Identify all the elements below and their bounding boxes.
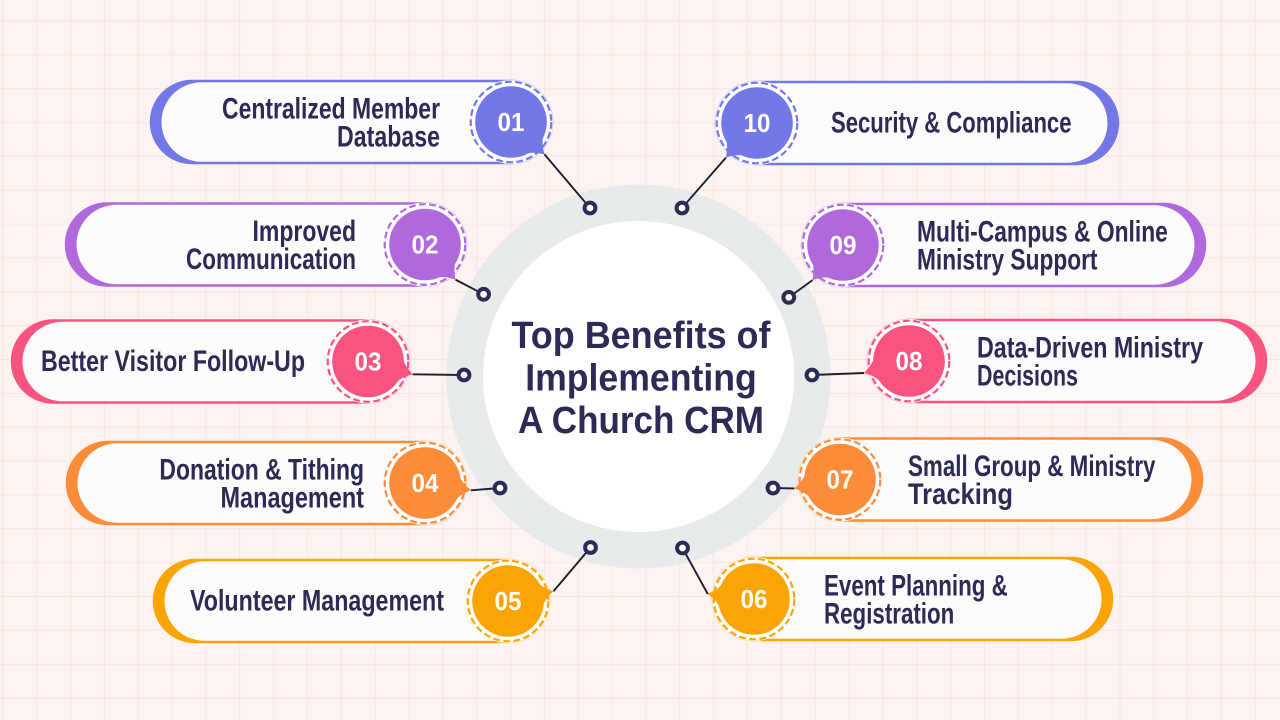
svg-text:03: 03	[355, 349, 382, 377]
svg-text:A Church CRM: A Church CRM	[518, 400, 764, 442]
svg-text:Ministry Support: Ministry Support	[917, 244, 1098, 277]
svg-text:Donation & Tithing: Donation & Tithing	[159, 454, 364, 487]
svg-text:Volunteer Management: Volunteer Management	[190, 585, 444, 618]
svg-text:Security & Compliance: Security & Compliance	[831, 107, 1072, 140]
svg-text:Small Group & Ministry: Small Group & Ministry	[908, 450, 1156, 483]
svg-text:04: 04	[412, 470, 440, 498]
svg-text:08: 08	[896, 348, 923, 376]
svg-text:Tracking: Tracking	[908, 478, 1013, 511]
svg-text:Centralized Member: Centralized Member	[222, 93, 440, 126]
svg-text:Top Benefits of: Top Benefits of	[512, 315, 771, 357]
svg-text:Better Visitor Follow-Up: Better Visitor Follow-Up	[41, 345, 305, 378]
svg-text:05: 05	[495, 588, 522, 616]
svg-text:01: 01	[498, 109, 525, 137]
svg-text:Decisions: Decisions	[977, 360, 1078, 393]
svg-text:Data-Driven Ministry: Data-Driven Ministry	[977, 332, 1203, 365]
svg-text:10: 10	[744, 110, 771, 138]
svg-text:Improved: Improved	[253, 215, 357, 248]
svg-text:Implementing: Implementing	[525, 358, 757, 400]
svg-text:02: 02	[412, 232, 439, 260]
svg-text:09: 09	[830, 232, 857, 260]
svg-text:Communication: Communication	[186, 243, 356, 276]
svg-text:07: 07	[827, 467, 854, 495]
svg-text:Management: Management	[221, 482, 365, 515]
svg-text:Database: Database	[337, 121, 440, 154]
svg-text:Event Planning &: Event Planning &	[824, 570, 1008, 603]
svg-text:Registration: Registration	[824, 598, 954, 631]
svg-text:06: 06	[741, 586, 768, 614]
svg-text:Multi-Campus & Online: Multi-Campus & Online	[917, 216, 1168, 249]
